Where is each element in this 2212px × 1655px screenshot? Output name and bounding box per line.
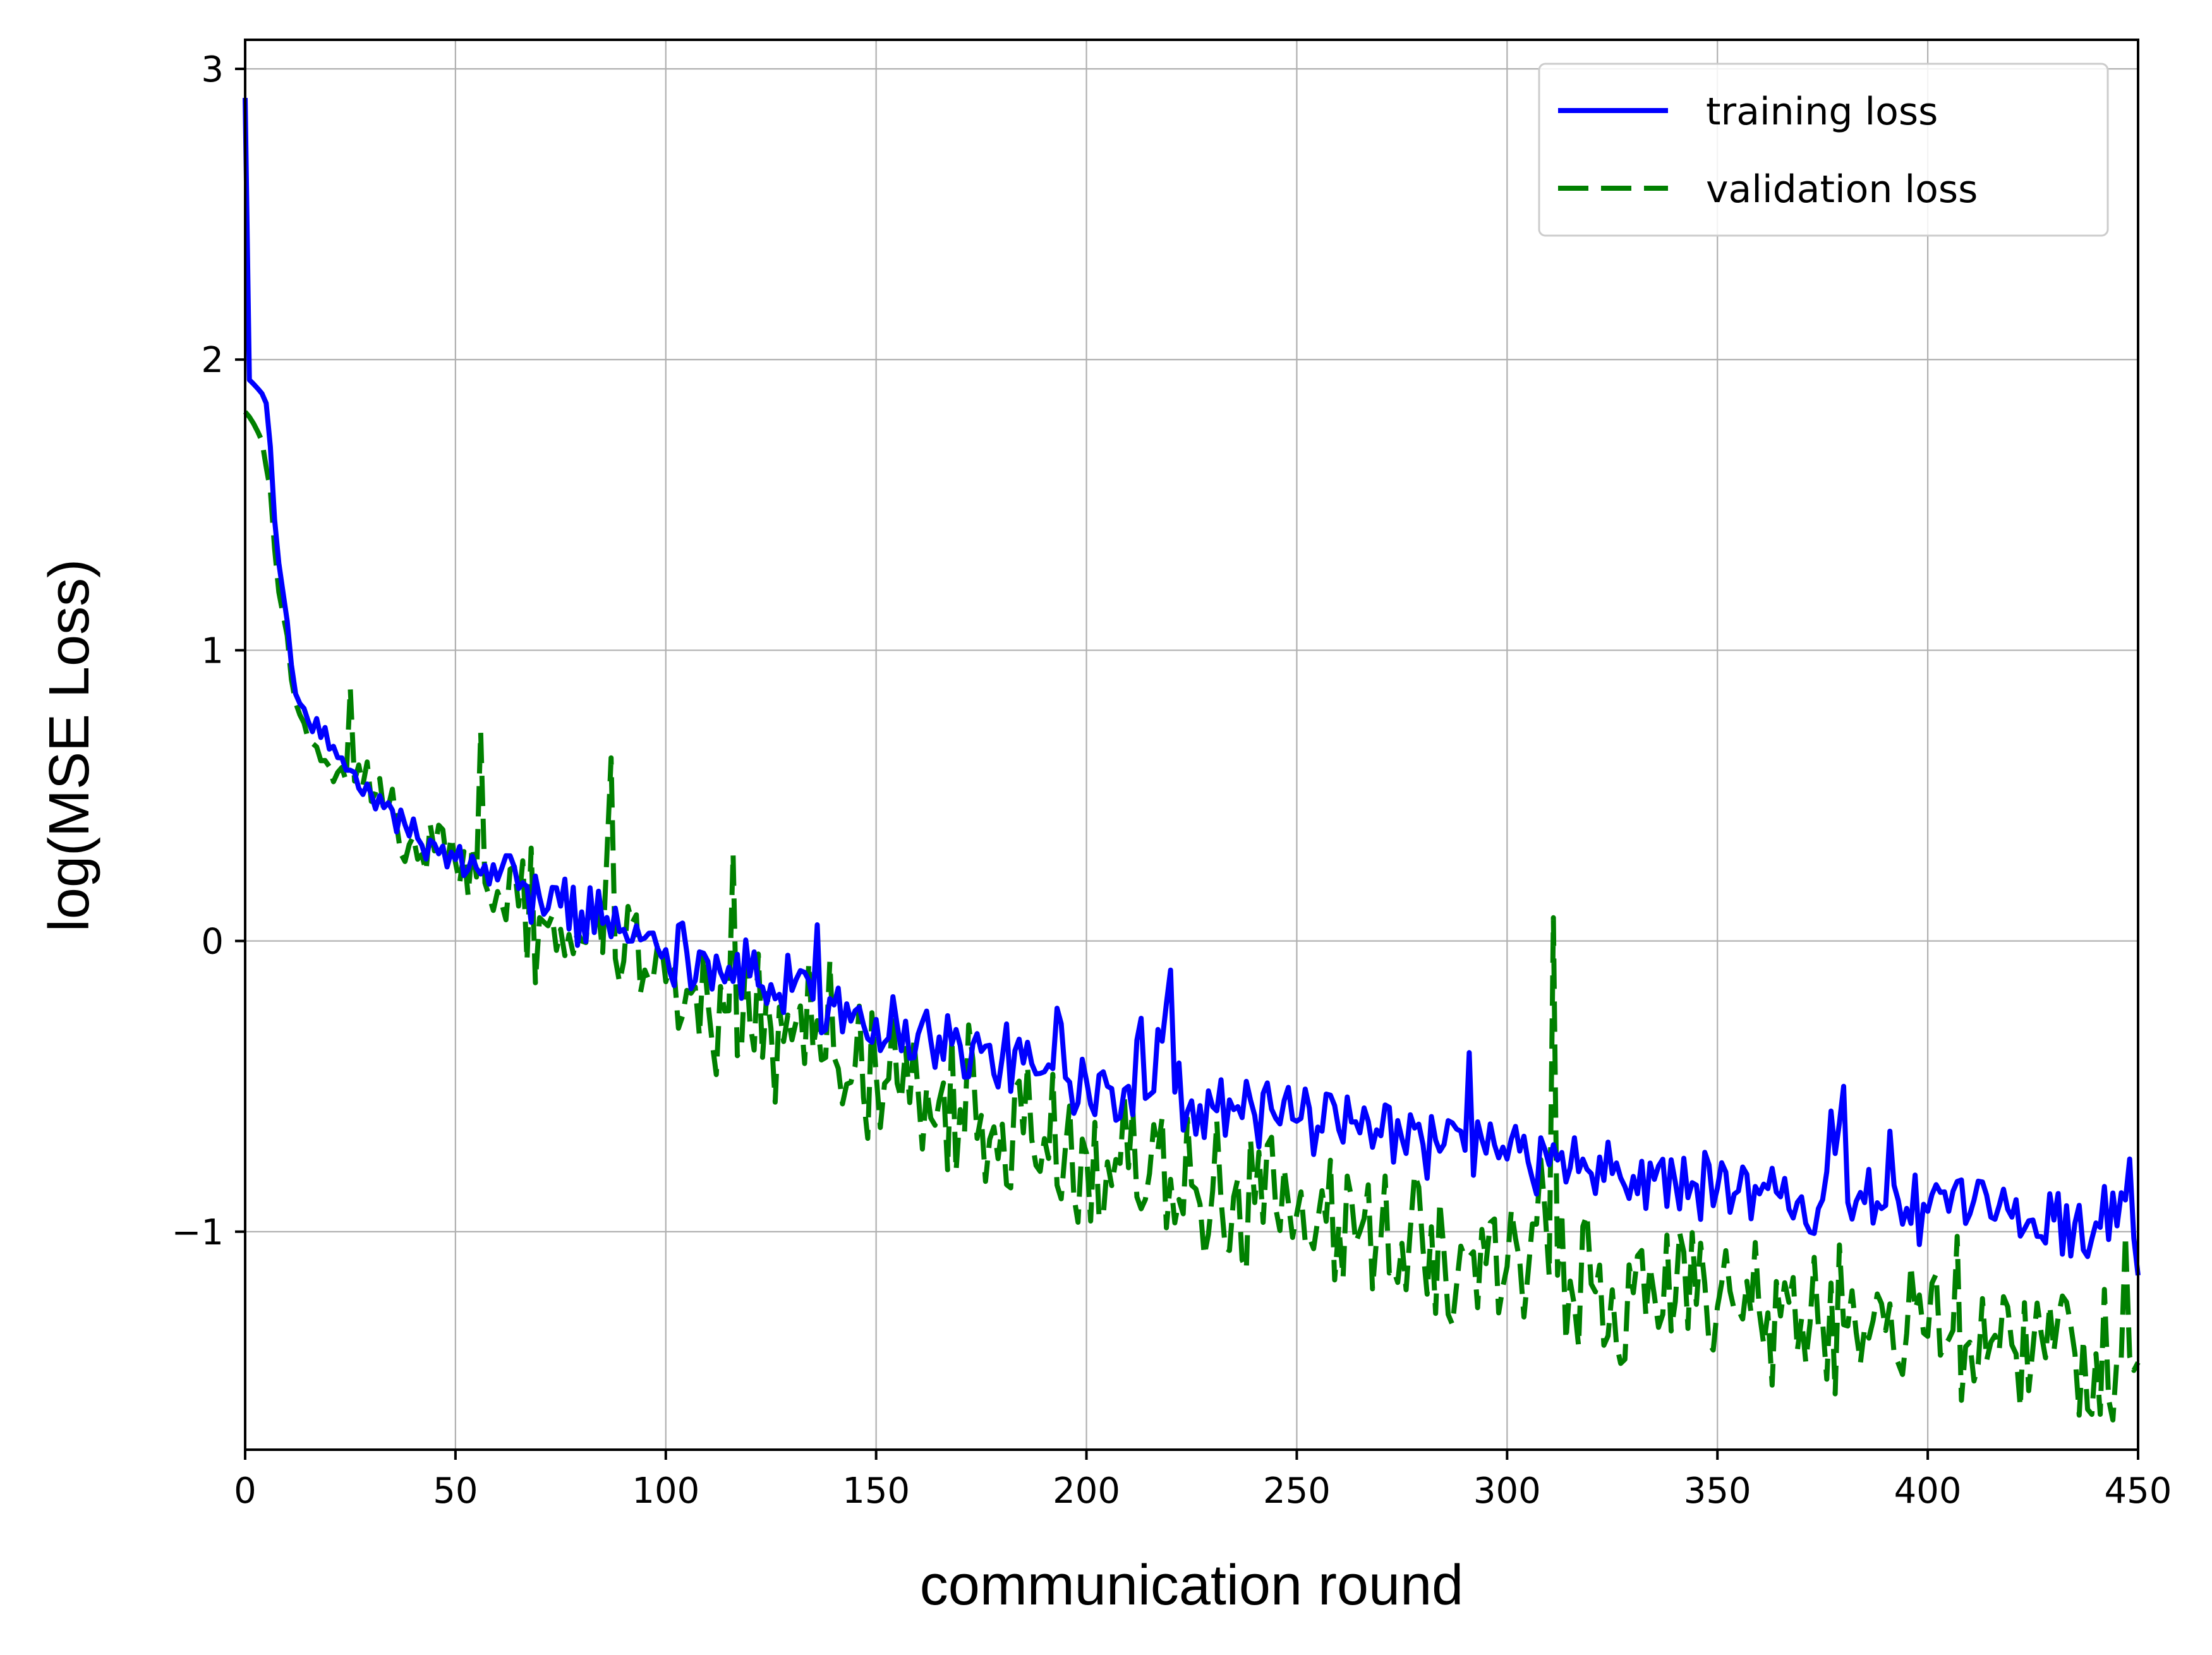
- y-tick-label: 3: [201, 49, 224, 90]
- y-tick-label: 1: [201, 630, 224, 671]
- y-axis-label: log(MSE Loss): [38, 559, 101, 932]
- x-axis-ticks: 0 50 100 150 200 250 300 350 400 450: [234, 1450, 2172, 1512]
- legend: training loss validation loss: [1538, 63, 2109, 237]
- x-tick-label: 350: [1684, 1471, 1751, 1512]
- legend-box: [1538, 63, 2109, 237]
- y-tick-label: −1: [171, 1212, 224, 1253]
- x-tick-label: 200: [1053, 1471, 1120, 1512]
- plot-area: [245, 40, 2138, 1450]
- x-tick-label: 300: [1473, 1471, 1541, 1512]
- x-tick-label: 50: [433, 1471, 478, 1512]
- x-axis-label: communication round: [920, 1554, 1463, 1617]
- y-tick-label: 2: [201, 340, 224, 381]
- x-tick-label: 450: [2105, 1471, 2172, 1512]
- x-tick-label: 250: [1263, 1471, 1331, 1512]
- y-axis-ticks: −1 0 1 2 3: [171, 49, 245, 1253]
- plot-frame: [244, 39, 2139, 1451]
- training-loss-line: [243, 97, 2141, 1276]
- validation-loss-line: [243, 410, 2141, 1423]
- x-tick-label: 0: [234, 1471, 257, 1512]
- x-tick-label: 150: [842, 1471, 910, 1512]
- y-tick-label: 0: [201, 922, 224, 963]
- x-tick-label: 400: [1894, 1471, 1962, 1512]
- legend-label-training-loss: training loss: [1706, 90, 1938, 134]
- x-tick-label: 100: [632, 1471, 699, 1512]
- legend-label-validation-loss: validation loss: [1706, 167, 1978, 212]
- series-layer: [243, 97, 2141, 1423]
